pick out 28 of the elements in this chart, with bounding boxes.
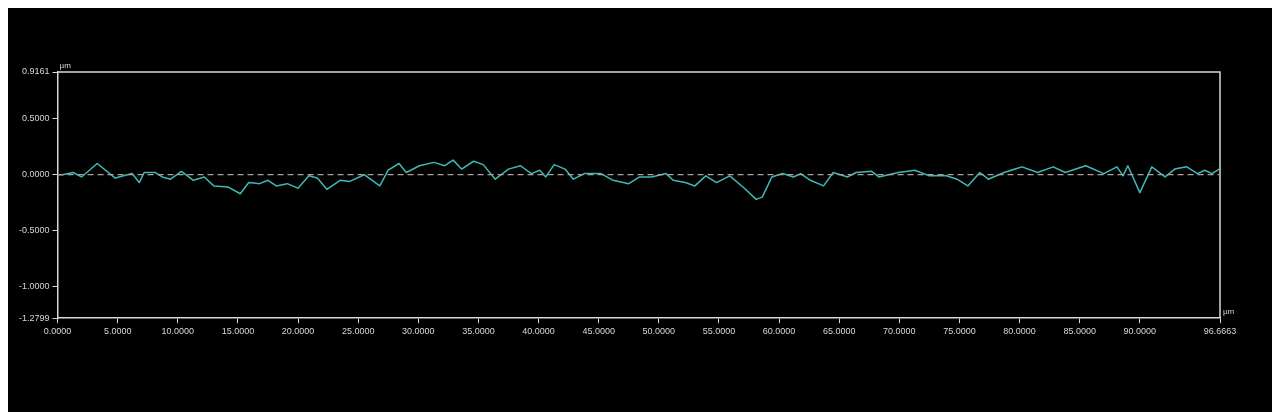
x-tick-label: 20.0000: [281, 326, 315, 337]
x-tick-label: 90.0000: [1123, 326, 1157, 337]
x-tick-label: 5.0000: [103, 326, 132, 337]
x-tick-label: 25.0000: [341, 326, 375, 337]
x-tick-label: 65.0000: [822, 326, 856, 337]
x-tick-label: 60.0000: [762, 326, 796, 337]
y-tick-label: 0.5000: [21, 113, 50, 124]
y-tick-label: 0.9161: [21, 66, 50, 77]
x-tick-label: 40.0000: [522, 326, 555, 337]
x-tick-label: 10.0000: [161, 326, 195, 337]
x-tick-label: 35.0000: [462, 326, 495, 337]
x-tick-label: 70.0000: [883, 326, 916, 337]
x-tick-label: 75.0000: [943, 326, 976, 337]
x-tick-label: 55.0000: [702, 326, 736, 337]
x-tick-label: 0.0000: [43, 326, 72, 337]
x-tick-label: 30.0000: [402, 326, 435, 337]
y-axis-title: µm: [59, 61, 72, 71]
y-tick-label: -1.0000: [18, 281, 50, 292]
y-tick-label: 0.0000: [21, 169, 50, 180]
x-axis-title: µm: [1223, 307, 1235, 317]
x-tick-label: 45.0000: [582, 326, 615, 337]
x-tick-label: 50.0000: [642, 326, 676, 337]
x-tick-label: 85.0000: [1063, 326, 1096, 337]
x-tick-label: 80.0000: [1003, 326, 1036, 337]
y-tick-label: -0.5000: [18, 225, 50, 236]
x-tick-label: 15.0000: [221, 326, 255, 337]
y-tick-label: -1.2799: [18, 312, 50, 323]
x-tick-label: 96.6663: [1203, 326, 1237, 337]
